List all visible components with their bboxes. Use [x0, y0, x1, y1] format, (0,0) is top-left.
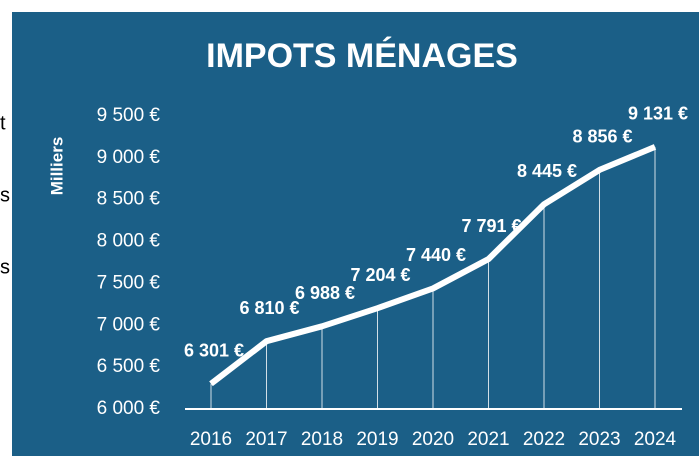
x-tick-label: 2024 [634, 429, 677, 450]
x-tick-label: 2020 [412, 429, 454, 450]
data-label: 6 301 € [184, 341, 244, 361]
x-tick-label: 2021 [467, 429, 509, 450]
x-tick-label: 2016 [190, 429, 232, 450]
x-tick-label: 2019 [356, 429, 398, 450]
data-label: 7 204 € [350, 265, 410, 285]
side-text: s [0, 256, 10, 278]
x-tick-label: 2022 [523, 429, 565, 450]
data-label: 6 988 € [295, 283, 355, 303]
y-tick-label: 9 500 € [97, 105, 161, 126]
y-tick-label: 7 500 € [97, 272, 161, 293]
data-label: 7 791 € [461, 216, 521, 236]
y-tick-label: 9 000 € [97, 147, 161, 168]
chart-title: IMPOTS MÉNAGES [206, 37, 518, 75]
data-label: 8 856 € [572, 127, 632, 147]
y-axis-label: Milliers [47, 137, 66, 196]
y-tick-label: 8 500 € [97, 189, 161, 210]
y-tick-label: 6 000 € [97, 398, 161, 419]
x-tick-label: 2018 [301, 429, 343, 450]
chart-panel [12, 12, 699, 456]
y-tick-label: 7 000 € [97, 314, 161, 335]
data-label: 6 810 € [239, 298, 299, 318]
data-label: 7 440 € [406, 245, 466, 265]
data-line [209, 144, 657, 387]
side-text: s [0, 184, 10, 206]
y-tick-label: 8 000 € [97, 231, 161, 252]
x-tick-label: 2023 [578, 429, 620, 450]
data-label: 8 445 € [517, 161, 577, 181]
data-label: 9 131 € [628, 104, 688, 124]
x-tick-label: 2017 [245, 429, 287, 450]
side-text: t [0, 112, 6, 134]
y-tick-label: 6 500 € [97, 356, 161, 377]
